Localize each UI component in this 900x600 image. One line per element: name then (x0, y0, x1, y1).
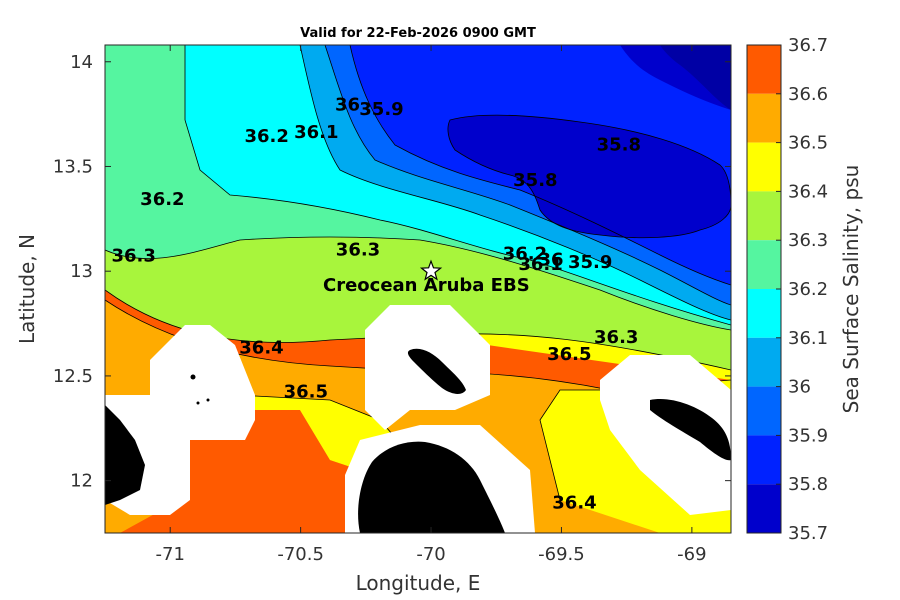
colorbar-band (747, 240, 781, 289)
station-star-icon (419, 259, 443, 281)
contour-label: 35.9 (568, 252, 612, 273)
mask-bonaire (600, 355, 731, 515)
colorbar-band (747, 435, 781, 485)
colorbar-tick-label: 35.8 (788, 474, 828, 495)
contour-label: 36.1 (294, 122, 338, 143)
x-tick-label: -71 (156, 544, 185, 565)
colorbar-tick-label: 35.9 (788, 425, 828, 446)
colorbar-tick-label: 36.7 (788, 35, 828, 56)
contour-label: 36.3 (111, 246, 155, 267)
contour-label: 36.2 (140, 189, 184, 210)
x-tick-label: -70 (416, 544, 445, 565)
colorbar-band (747, 337, 781, 387)
land-aruba (407, 348, 466, 394)
band-36-1 (185, 45, 731, 325)
colorbar-band (747, 45, 781, 94)
contour-label: 35.8 (513, 170, 557, 191)
colorbar-band (747, 191, 781, 241)
contour-label: 36.4 (239, 338, 283, 359)
band-35-7-deep (660, 45, 731, 110)
contour-label: 36.5 (284, 382, 328, 403)
colorbar: 36.7 36.6 36.5 36.4 36.3 36.2 36.1 36 35.9 35.8 35… (746, 35, 828, 544)
land-islet-1 (190, 374, 196, 380)
colorbar-tick-label: 36.3 (788, 230, 828, 251)
y-tick-label: 12.5 (53, 366, 93, 387)
land-islet-3 (206, 398, 210, 402)
contour-label: 36 (335, 95, 360, 116)
colorbar-band (747, 386, 781, 436)
colorbar-tick-label: 36.5 (788, 133, 828, 154)
plot-area (105, 45, 731, 533)
contour-label: 36.3 (594, 327, 638, 348)
contour-label: 36.2 (245, 126, 289, 147)
y-axis-label: Latitude, N (15, 234, 39, 344)
colorbar-tick-label: 36.1 (788, 328, 828, 349)
colorbar-band (747, 93, 781, 143)
colorbar-tick-label: 36.4 (788, 181, 828, 202)
contour-label: 36.4 (552, 493, 596, 514)
station-label: Creocean Aruba EBS (323, 275, 530, 296)
band-36-4 (105, 290, 731, 533)
y-tick-label: 13.5 (53, 156, 93, 177)
colorbar-band (747, 289, 781, 338)
y-axis-ticks: 14 13.5 13 12.5 12 (53, 52, 731, 492)
colorbar-tick-label: 36.6 (788, 84, 828, 105)
colorbar-label: Sea Surface Salinity, psu (839, 165, 863, 414)
station-marker: Creocean Aruba EBS (323, 259, 530, 296)
land-masses (105, 348, 731, 533)
contour-label: 35.9 (359, 99, 403, 120)
x-axis-label: Longitude, E (356, 571, 481, 595)
band-36-2 (105, 45, 731, 330)
contour-label: 36 (538, 250, 563, 271)
land-islet-2 (196, 401, 200, 405)
chart-title: Valid for 22-Feb-2026 0900 GMT (300, 26, 536, 41)
x-tick-label: -69.5 (538, 544, 585, 565)
band-36-0 (300, 45, 731, 320)
contour-label: 36.2 (503, 243, 547, 264)
colorbar-tick-label: 36.2 (788, 279, 828, 300)
land-bonaire (650, 399, 731, 461)
land-curacao-paraguana (358, 441, 505, 533)
colorbar-band (747, 484, 781, 533)
band-35-7-center (447, 115, 731, 238)
plot-frame (104, 44, 732, 534)
x-tick-label: -69 (677, 544, 706, 565)
contour-labels: 36.236.336.2 36.136 35.935.835.836.3 36.236… (111, 95, 641, 514)
contour-label: 36.5 (547, 344, 591, 365)
y-tick-label: 13 (70, 261, 93, 282)
y-tick-label: 14 (70, 52, 93, 73)
colorbar-tick-label: 36 (788, 377, 811, 398)
colorbar-band (747, 142, 781, 192)
contour-label: 36.3 (336, 239, 380, 260)
x-axis-ticks: -71 -70.5 -70 -69.5 -69 (156, 45, 707, 565)
y-tick-label: 12 (70, 471, 93, 492)
colorbar-tick-label: 35.7 (788, 523, 828, 544)
band-36-3 (105, 237, 731, 370)
land-venezuela-west (105, 405, 145, 505)
contour-label: 35.8 (597, 135, 641, 156)
contour-label: 36.1 (518, 254, 562, 275)
x-tick-label: -70.5 (277, 544, 324, 565)
